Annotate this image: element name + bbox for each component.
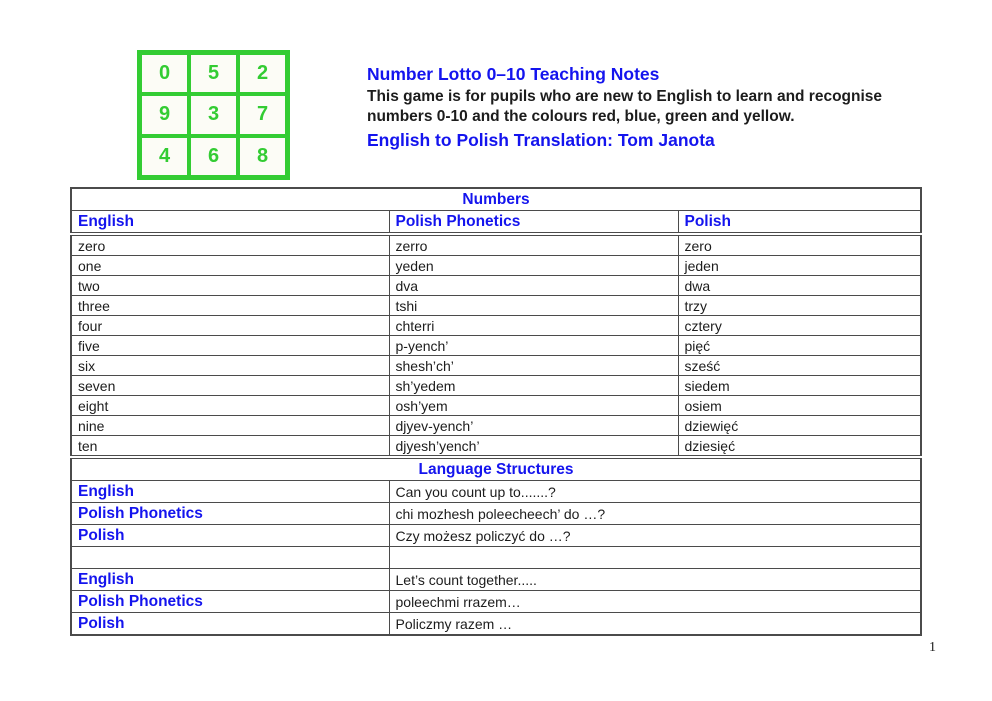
cell-phonetics: djyev-yench’ xyxy=(388,415,679,436)
table-row: four chterri cztery xyxy=(70,315,922,336)
table-row: zero zerro zero xyxy=(70,233,922,256)
language-structures-section-row: Language Structures xyxy=(70,455,922,481)
language-row: English Let’s count together..... xyxy=(70,568,922,591)
cell-phonetics: tshi xyxy=(388,295,679,316)
cell-polish: dwa xyxy=(677,275,922,296)
lang-text: Can you count up to.......? xyxy=(388,480,922,503)
lotto-cell: 8 xyxy=(238,135,287,177)
lang-label-english: English xyxy=(70,480,390,503)
cell-english: five xyxy=(70,335,390,356)
lotto-cell: 3 xyxy=(189,94,238,136)
lang-text-empty xyxy=(388,546,922,569)
language-structures-title: Language Structures xyxy=(70,455,922,481)
column-header-row: English Polish Phonetics Polish xyxy=(70,210,922,236)
lang-text: Let’s count together..... xyxy=(388,568,922,591)
column-header-polish: Polish xyxy=(677,210,922,236)
cell-polish: jeden xyxy=(677,255,922,276)
table-row: six shesh’ch’ sześć xyxy=(70,355,922,376)
lang-label-empty xyxy=(70,546,390,569)
table-row: nine djyev-yench’ dziewięć xyxy=(70,415,922,436)
lang-text: chi mozhesh poleecheech’ do …? xyxy=(388,502,922,525)
language-row: English Can you count up to.......? xyxy=(70,480,922,503)
table-row: five p-yench’ pięć xyxy=(70,335,922,356)
cell-polish: dziewięć xyxy=(677,415,922,436)
cell-polish: dziesięć xyxy=(677,435,922,458)
numbers-language-table: Numbers English Polish Phonetics Polish … xyxy=(70,187,922,636)
cell-polish: trzy xyxy=(677,295,922,316)
cell-polish: pięć xyxy=(677,335,922,356)
cell-polish: siedem xyxy=(677,375,922,396)
language-row: Polish Phonetics chi mozhesh poleecheech… xyxy=(70,502,922,525)
cell-phonetics: yeden xyxy=(388,255,679,276)
translation-credit: English to Polish Translation: Tom Janot… xyxy=(367,130,715,150)
cell-phonetics: djyesh’yench’ xyxy=(388,435,679,458)
table-row: seven sh’yedem siedem xyxy=(70,375,922,396)
cell-phonetics: chterri xyxy=(388,315,679,336)
column-header-polish-phonetics: Polish Phonetics xyxy=(388,210,679,236)
cell-english: nine xyxy=(70,415,390,436)
cell-english: ten xyxy=(70,435,390,458)
table-row: one yeden jeden xyxy=(70,255,922,276)
language-row: Polish Policzmy razem … xyxy=(70,612,922,636)
lang-label-english: English xyxy=(70,568,390,591)
lang-text: Policzmy razem … xyxy=(388,612,922,636)
doc-description: This game is for pupils who are new to E… xyxy=(367,87,947,126)
cell-phonetics: shesh’ch’ xyxy=(388,355,679,376)
cell-phonetics: p-yench’ xyxy=(388,335,679,356)
language-row: Polish Czy możesz policzyć do …? xyxy=(70,524,922,547)
lang-label-polish-phonetics: Polish Phonetics xyxy=(70,590,390,613)
lang-text: poleechmi rrazem… xyxy=(388,590,922,613)
cell-english: six xyxy=(70,355,390,376)
lotto-cell: 2 xyxy=(238,53,287,95)
cell-english: zero xyxy=(70,233,390,256)
cell-english: seven xyxy=(70,375,390,396)
numbers-section-row: Numbers xyxy=(70,187,922,211)
lotto-cell: 5 xyxy=(189,53,238,95)
language-row: Polish Phonetics poleechmi rrazem… xyxy=(70,590,922,613)
lotto-cell: 6 xyxy=(189,135,238,177)
cell-english: one xyxy=(70,255,390,276)
doc-description-line: numbers 0-10 and the colours red, blue, … xyxy=(367,107,795,125)
table-row: three tshi trzy xyxy=(70,295,922,316)
lotto-cell: 0 xyxy=(140,53,189,95)
lotto-cell: 4 xyxy=(140,135,189,177)
cell-english: eight xyxy=(70,395,390,416)
page-number: 1 xyxy=(929,640,936,655)
language-row-empty xyxy=(70,546,922,569)
cell-phonetics: osh’yem xyxy=(388,395,679,416)
cell-phonetics: sh’yedem xyxy=(388,375,679,396)
table-row: ten djyesh’yench’ dziesięć xyxy=(70,435,922,458)
column-header-english: English xyxy=(70,210,390,236)
cell-english: three xyxy=(70,295,390,316)
cell-phonetics: zerro xyxy=(388,233,679,256)
lotto-cell: 7 xyxy=(238,94,287,136)
doc-title: Number Lotto 0–10 Teaching Notes xyxy=(367,64,660,84)
table-row: two dva dwa xyxy=(70,275,922,296)
numbers-section-title: Numbers xyxy=(70,187,922,211)
header-block: Number Lotto 0–10 Teaching Notes This ga… xyxy=(367,63,947,151)
lang-text: Czy możesz policzyć do …? xyxy=(388,524,922,547)
lang-label-polish: Polish xyxy=(70,612,390,636)
lang-label-polish-phonetics: Polish Phonetics xyxy=(70,502,390,525)
lotto-grid: 0 5 2 9 3 7 4 6 8 xyxy=(137,50,290,180)
cell-english: two xyxy=(70,275,390,296)
table-row: eight osh’yem osiem xyxy=(70,395,922,416)
cell-polish: osiem xyxy=(677,395,922,416)
cell-phonetics: dva xyxy=(388,275,679,296)
cell-english: four xyxy=(70,315,390,336)
lang-label-polish: Polish xyxy=(70,524,390,547)
cell-polish: sześć xyxy=(677,355,922,376)
cell-polish: zero xyxy=(677,233,922,256)
lotto-cell: 9 xyxy=(140,94,189,136)
doc-description-line: This game is for pupils who are new to E… xyxy=(367,88,883,105)
cell-polish: cztery xyxy=(677,315,922,336)
